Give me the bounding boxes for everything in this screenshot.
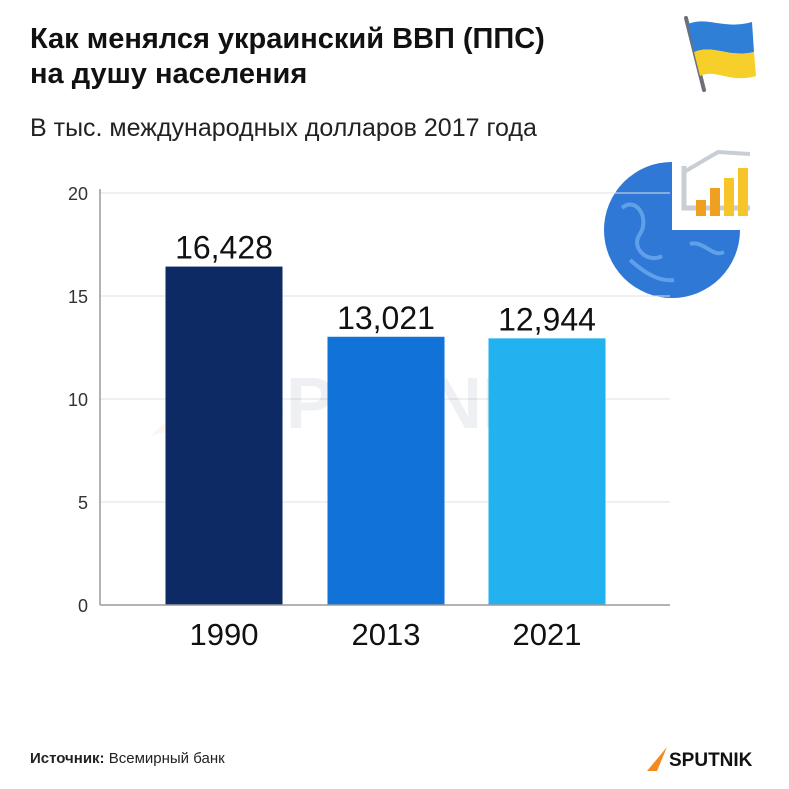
bars	[165, 266, 606, 605]
data-label-1990: 16,428	[175, 230, 273, 266]
sputnik-logo-text: SPUTNIK	[669, 750, 753, 771]
source-note: Источник: Всемирный банк	[30, 750, 225, 767]
data-label-2013: 13,021	[337, 300, 435, 336]
sputnik-logo-mark	[647, 747, 667, 771]
data-label-2021: 12,944	[498, 301, 596, 337]
data-labels: 16,428 13,021 12,944	[175, 230, 596, 338]
ukraine-flag-icon	[684, 16, 756, 92]
source-label: Источник:	[30, 750, 105, 767]
x-tick-label-2013: 2013	[352, 617, 421, 652]
globe-chart-icon	[604, 149, 751, 298]
title-line-1: Как менялся украинский ВВП (ППС)	[30, 23, 545, 55]
sputnik-logo: SPUTNIK	[647, 747, 753, 771]
y-tick-label: 20	[68, 184, 88, 204]
bar-1990	[165, 266, 283, 605]
title-line-2: на душу населения	[30, 58, 308, 90]
y-tick-label: 5	[78, 493, 88, 513]
y-tick-label: 0	[78, 596, 88, 616]
bar-2021	[488, 338, 606, 605]
chart-title: Как менялся украинский ВВП (ППС) на душу…	[30, 22, 630, 92]
x-tick-labels: 1990 2013 2021	[190, 617, 582, 652]
chart-subtitle: В тыс. международных долларов 2017 года	[30, 114, 537, 142]
bar-2013	[327, 336, 445, 605]
source-value: Всемирный банк	[108, 750, 225, 767]
x-tick-label-1990: 1990	[190, 617, 259, 652]
y-tick-label: 15	[68, 287, 88, 307]
y-tick-labels: 0 5 10 15 20	[68, 184, 88, 616]
y-tick-label: 10	[68, 390, 88, 410]
x-tick-label-2021: 2021	[513, 617, 582, 652]
